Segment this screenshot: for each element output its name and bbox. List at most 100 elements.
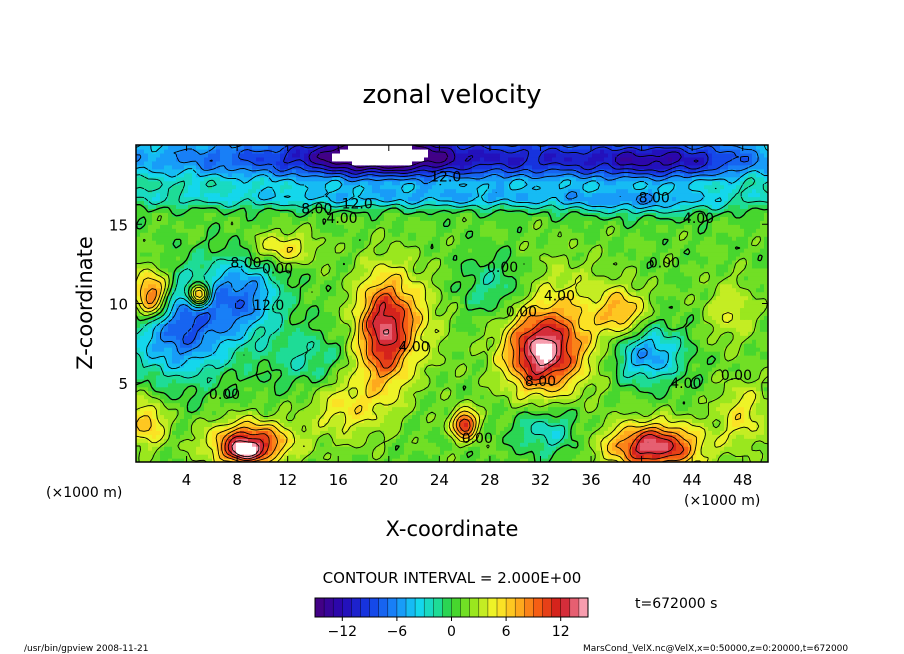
colorbar-cell (533, 598, 543, 617)
x-tick-label: 36 (581, 471, 600, 489)
y-tick-label: 5 (118, 375, 128, 393)
colorbar-cell (542, 598, 552, 617)
colorbar-cell (469, 598, 480, 617)
colorbar-ticks: −12 −6 0 6 12 (328, 617, 570, 640)
contour-line (136, 215, 768, 462)
colorbar-cell (415, 598, 425, 617)
x-tick-label: 12 (278, 471, 297, 489)
colorbar-cell (396, 598, 407, 617)
colorbar-tick-label: −6 (387, 624, 408, 640)
contour-interval: CONTOUR INTERVAL = 2.000E+00 (323, 569, 582, 587)
contour-label: 0.00 (721, 368, 752, 384)
contour-labels: 12.012.0 8.004.008.004.008.00 0.00 0.00 0.00… (209, 170, 752, 448)
colorbar-cell (424, 598, 434, 617)
contour-label: 0.00 (462, 431, 493, 447)
colorbar-cell (433, 598, 443, 617)
contour-lines (136, 145, 768, 462)
colorbar-cell (569, 598, 580, 617)
colorbar-cell (333, 598, 343, 617)
plot-area (136, 145, 768, 462)
contour-label: 0.00 (506, 304, 537, 320)
x-tick-label: 16 (329, 471, 348, 489)
colorbar-cell (360, 598, 370, 617)
time-label: t=672000 s (635, 596, 717, 612)
colorbar-cell (442, 598, 452, 617)
x-axis: 4 8 12 16 20 24 28 32 36 40 44 48 (182, 145, 752, 489)
colorbar-cell (460, 598, 471, 617)
contour-line (316, 145, 449, 169)
colorbar-cell (406, 598, 416, 617)
contour-label: 4.00 (399, 339, 430, 355)
contour-label: 4.00 (326, 211, 357, 227)
x-unit-right: (×1000 m) (684, 493, 760, 509)
x-tick-label: 4 (182, 471, 192, 489)
colorbar-cell (478, 598, 489, 617)
contour-label: 0.00 (487, 260, 518, 276)
contour-line (136, 236, 760, 462)
contour-label: 4.00 (670, 376, 701, 392)
x-tick-label: 32 (531, 471, 550, 489)
x-tick-label: 20 (379, 471, 398, 489)
contour-label: 0.00 (209, 387, 240, 403)
colorbar-cell (578, 598, 589, 617)
colorbar-cell (378, 598, 389, 617)
contour-label: 0.00 (262, 262, 293, 278)
colorbar-cell (387, 598, 398, 617)
contour-label: 4.00 (544, 289, 575, 305)
contour-label: 12.0 (253, 298, 284, 314)
colorbar-cell (342, 598, 352, 617)
y-axis: 5 10 15 (109, 216, 768, 393)
x-tick-label: 24 (430, 471, 449, 489)
y-axis-label: Z-coordinate (73, 236, 97, 370)
x-tick-label: 28 (480, 471, 499, 489)
contour-line (136, 145, 768, 359)
colorbar-cell (369, 598, 380, 617)
colorbar-cell (351, 598, 361, 617)
colorbar-cell (515, 598, 525, 617)
contour-line (136, 145, 768, 370)
contour-line (136, 174, 768, 446)
contour-line (145, 285, 692, 462)
contour-line (136, 246, 742, 462)
footer-right: MarsCond_VelX.nc@VelX,x=0:50000,z=0:2000… (583, 644, 848, 654)
x-axis-label: X-coordinate (386, 517, 519, 541)
y-tick-label: 10 (109, 296, 128, 314)
colorbar-cell (487, 598, 498, 617)
x-unit-left: (×1000 m) (46, 485, 122, 501)
chart-title: zonal velocity (362, 80, 541, 110)
colorbar-cell (451, 598, 461, 617)
x-tick-label: 48 (733, 471, 752, 489)
contour-line (308, 145, 699, 172)
contour-label: 12.0 (430, 170, 461, 186)
contour-label: 8.00 (525, 374, 556, 390)
colorbar-tick-label: 0 (447, 624, 456, 640)
contour-label: 12.0 (342, 197, 373, 213)
colorbar-tick-label: 6 (502, 624, 511, 640)
velocity-field (136, 145, 768, 462)
colorbar-cell (324, 598, 334, 617)
colorbar (315, 598, 589, 617)
colorbar-cell (551, 598, 562, 617)
contour-label: 8.00 (301, 201, 332, 217)
colorbar-cell (560, 598, 571, 617)
x-tick-label: 8 (232, 471, 242, 489)
colorbar-cell (497, 598, 507, 617)
contour-label: 4.00 (683, 211, 714, 227)
y-tick-label: 15 (109, 216, 128, 234)
contour-line (227, 301, 674, 460)
colorbar-cell (524, 598, 534, 617)
contour-line (231, 328, 649, 458)
colorbar-cell (315, 598, 325, 617)
x-tick-label: 44 (683, 471, 702, 489)
colorbar-cell (506, 598, 516, 617)
footer-left: /usr/bin/gpview 2008-11-21 (24, 644, 148, 654)
contour-line (224, 293, 685, 461)
colorbar-tick-label: 12 (552, 624, 570, 640)
contour-line (136, 203, 768, 462)
x-tick-label: 40 (632, 471, 651, 489)
contour-label: 8.00 (639, 190, 670, 206)
contour-label: 8.00 (230, 255, 261, 271)
colorbar-tick-label: −12 (328, 624, 358, 640)
contour-label: 0.00 (649, 255, 680, 271)
